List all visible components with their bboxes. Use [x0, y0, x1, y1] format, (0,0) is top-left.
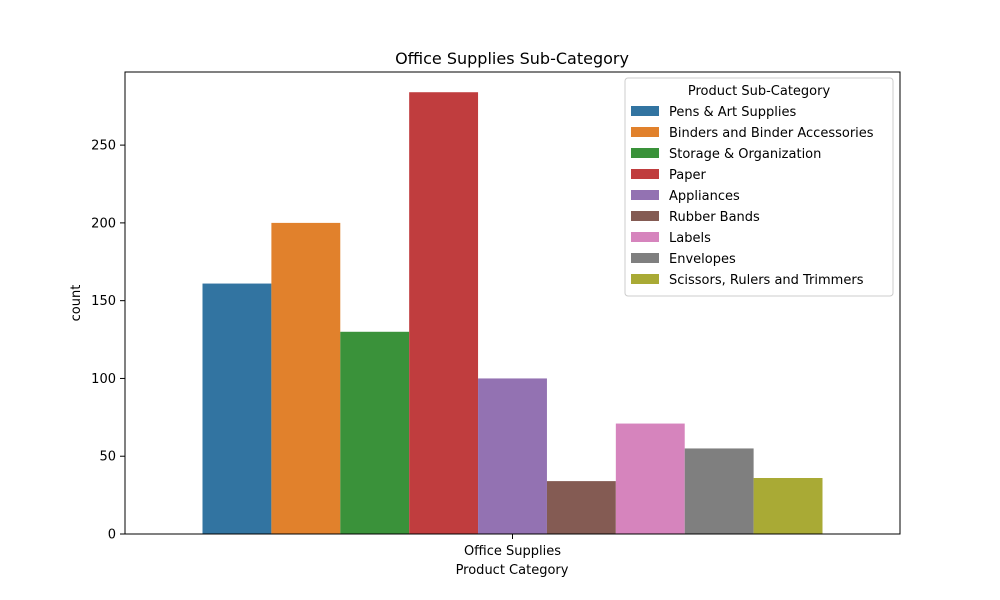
bar-rubber-bands — [546, 481, 616, 534]
y-tick-label: 250 — [91, 139, 116, 154]
legend-label-appliances: Appliances — [669, 189, 740, 204]
y-tick-label: 100 — [91, 372, 116, 387]
y-axis-label: count — [69, 285, 84, 322]
chart-title: Office Supplies Sub-Category — [395, 49, 629, 68]
legend-swatch-scissors-rulers-and-trimmers — [631, 274, 659, 284]
y-axis: 0 50 100 150 200 250 — [91, 139, 125, 543]
legend: Product Sub-Category Pens & Art Supplies B… — [624, 77, 894, 297]
bar-appliances — [478, 378, 547, 534]
legend-swatch-paper — [631, 169, 659, 179]
bar-paper — [409, 92, 479, 534]
x-axis: Office Supplies — [464, 534, 561, 559]
legend-frame — [624, 77, 894, 297]
y-tick-label: 0 — [108, 528, 116, 543]
legend-label-paper: Paper — [669, 168, 706, 183]
bar-pens-art-supplies — [202, 283, 272, 534]
x-tick-label: Office Supplies — [464, 544, 561, 559]
legend-label-pens-art-supplies: Pens & Art Supplies — [669, 105, 796, 120]
y-tick-label: 50 — [99, 450, 116, 465]
bar-labels — [615, 423, 685, 534]
legend-swatch-storage-organization — [631, 148, 659, 158]
bar-scissors-rulers-and-trimmers — [753, 478, 823, 534]
legend-swatch-pens-art-supplies — [631, 106, 659, 116]
legend-label-storage-organization: Storage & Organization — [669, 147, 821, 162]
bar-binders-and-binder-accessories — [271, 222, 341, 534]
legend-swatch-binders-and-binder-accessories — [631, 127, 659, 137]
legend-label-envelopes: Envelopes — [669, 252, 736, 267]
legend-title: Product Sub-Category — [688, 84, 831, 99]
plot-frame — [124, 71, 901, 535]
y-tick-label: 200 — [91, 216, 116, 231]
legend-label-rubber-bands: Rubber Bands — [669, 210, 760, 225]
legend-swatch-envelopes — [631, 253, 659, 263]
bar-storage-organization — [340, 331, 410, 534]
legend-label-labels: Labels — [669, 231, 711, 246]
legend-swatch-rubber-bands — [631, 211, 659, 221]
x-axis-label: Product Category — [456, 563, 569, 578]
bar-envelopes — [684, 448, 754, 534]
legend-swatch-appliances — [631, 190, 659, 200]
legend-label-binders-and-binder-accessories: Binders and Binder Accessories — [669, 126, 874, 141]
legend-swatch-labels — [631, 232, 659, 242]
y-tick-label: 150 — [91, 294, 116, 309]
legend-label-scissors-rulers-and-trimmers: Scissors, Rulers and Trimmers — [669, 273, 864, 288]
bars-group — [202, 92, 823, 534]
